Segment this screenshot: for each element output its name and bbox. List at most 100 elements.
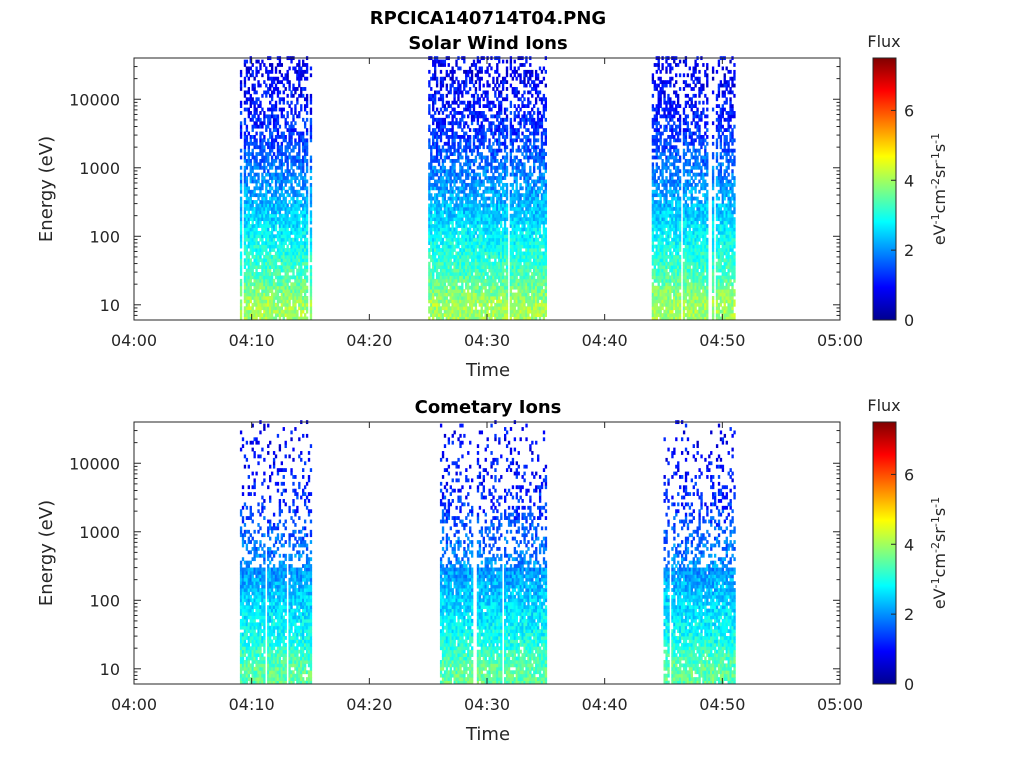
spectrogram-cell xyxy=(449,251,452,256)
spectrogram-cell xyxy=(478,210,481,215)
spectrogram-cell xyxy=(457,220,460,225)
spectrogram-cell xyxy=(270,254,274,259)
spectrogram-cell xyxy=(251,63,254,67)
spectrogram-cell xyxy=(449,258,452,263)
spectrogram-cell xyxy=(509,200,513,204)
spectrogram-cell xyxy=(480,227,483,232)
spectrogram-cell xyxy=(298,179,301,184)
spectrogram-cell xyxy=(302,169,305,174)
spectrogram-cell xyxy=(253,227,256,232)
spectrogram-cell xyxy=(476,237,480,242)
spectrogram-cell xyxy=(278,230,282,235)
spectrogram-cell xyxy=(459,121,462,126)
spectrogram-cell xyxy=(496,220,499,225)
spectrogram-cell xyxy=(467,104,470,108)
spectrogram-cell xyxy=(276,152,280,156)
spectrogram-cell xyxy=(263,244,266,249)
spectrogram-cell xyxy=(433,265,437,270)
spectrogram-cell xyxy=(465,186,468,191)
spectrogram-cell xyxy=(515,186,518,191)
spectrogram-cell xyxy=(500,302,503,307)
spectrogram-cell xyxy=(302,73,305,78)
spectrogram-cell xyxy=(251,313,254,317)
spectrogram-cell xyxy=(309,244,313,249)
spectrogram-cell xyxy=(261,121,264,126)
spectrogram-cell xyxy=(505,210,509,215)
spectrogram-cell xyxy=(282,241,285,246)
spectrogram-cell xyxy=(476,172,480,177)
spectrogram-cell xyxy=(468,213,472,218)
spectrogram-cell xyxy=(255,111,258,115)
spectrogram-cell xyxy=(433,196,437,201)
spectrogram-cell xyxy=(500,230,503,235)
spectrogram-cell xyxy=(490,128,493,132)
spectrogram-cell xyxy=(463,230,466,235)
spectrogram-cell xyxy=(505,261,509,266)
spectrogram-cell xyxy=(280,224,284,228)
spectrogram-cell xyxy=(270,176,274,180)
spectrogram-cell xyxy=(478,76,481,81)
spectrogram-cell xyxy=(461,230,464,235)
spectrogram-cell xyxy=(465,193,468,198)
spectrogram-cell xyxy=(467,278,470,283)
spectrogram-cell xyxy=(509,83,513,88)
spectrogram-cell xyxy=(272,141,276,146)
spectrogram-cell xyxy=(468,217,472,222)
spectrogram-cell xyxy=(449,87,452,91)
spectrogram-cell xyxy=(505,165,509,170)
spectrogram-cell xyxy=(432,306,435,311)
spectrogram-cell xyxy=(286,254,289,259)
spectrogram-cell xyxy=(249,165,252,170)
spectrogram-cell xyxy=(270,135,274,139)
spectrogram-cell xyxy=(245,128,249,132)
spectrogram-cell xyxy=(472,148,476,153)
spectrogram-cell xyxy=(482,261,485,266)
spectrogram-cell xyxy=(296,251,299,256)
spectrogram-cell xyxy=(257,165,260,170)
spectrogram-cell xyxy=(515,275,518,280)
spectrogram-cell xyxy=(472,230,476,235)
spectrogram-cell xyxy=(445,292,448,297)
spectrogram-cell xyxy=(486,145,489,150)
spectrogram-cell xyxy=(490,162,493,167)
spectrogram-cell xyxy=(282,179,285,184)
spectrogram-cell xyxy=(270,114,274,119)
spectrogram-cell xyxy=(267,117,270,122)
spectrogram-cell xyxy=(459,248,462,252)
spectrogram-cell xyxy=(519,73,522,78)
spectrogram-cell xyxy=(300,230,303,235)
spectrogram-cell xyxy=(492,104,495,108)
spectrogram-cell xyxy=(521,138,524,143)
spectrogram-cell xyxy=(292,162,295,167)
spectrogram-cell xyxy=(430,200,433,204)
spectrogram-cell xyxy=(467,200,470,204)
spectrogram-cell xyxy=(531,172,534,177)
spectrogram-cell xyxy=(294,224,297,228)
spectrogram-cell xyxy=(239,83,243,88)
spectrogram-cell xyxy=(247,69,251,74)
spectrogram-cell xyxy=(433,111,437,115)
spectrogram-cell xyxy=(453,189,456,194)
spectrogram-cell xyxy=(286,289,289,293)
spectrogram-cell xyxy=(490,289,493,293)
spectrogram-cell xyxy=(437,111,441,115)
spectrogram-cell xyxy=(253,114,256,119)
spectrogram-cell xyxy=(441,292,445,297)
spectrogram-cell xyxy=(269,268,272,273)
spectrogram-cell xyxy=(294,313,297,317)
spectrogram-cell xyxy=(274,268,278,273)
spectrogram-cell xyxy=(261,258,264,263)
spectrogram-cell xyxy=(498,182,501,187)
spectrogram-cell xyxy=(511,282,514,287)
spectrogram-cell xyxy=(272,172,276,177)
spectrogram-cell xyxy=(305,117,309,122)
spectrogram-cell xyxy=(245,313,249,317)
spectrogram-cell xyxy=(272,80,276,85)
spectrogram-cell xyxy=(488,107,491,112)
spectrogram-cell xyxy=(453,158,456,163)
spectrogram-cell xyxy=(263,158,266,163)
spectrogram-cell xyxy=(511,296,514,300)
spectrogram-cell xyxy=(486,155,489,160)
spectrogram-cell xyxy=(430,76,433,81)
spectrogram-cell xyxy=(280,278,284,283)
